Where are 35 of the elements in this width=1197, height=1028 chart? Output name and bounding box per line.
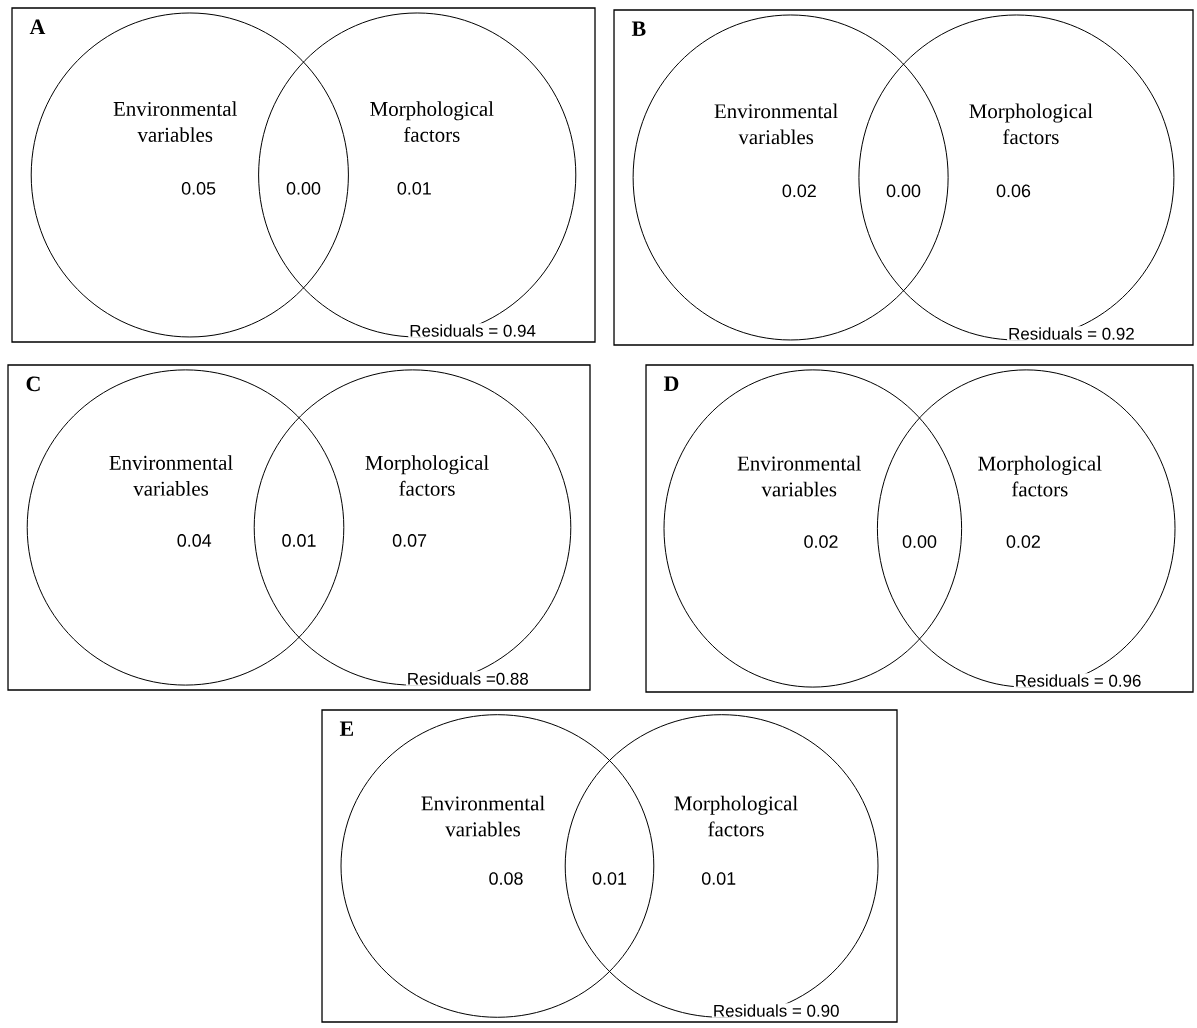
text: A <box>29 19 46 34</box>
data-label: 0.07 <box>392 534 427 547</box>
text: Residuals = 0.96 <box>1016 674 1141 687</box>
data-label: 0.01 <box>701 872 736 885</box>
category-label: Environmental variables <box>113 101 237 142</box>
category-label: Morphological factors <box>978 455 1102 497</box>
category-label: Environmental variables <box>421 795 545 837</box>
data-label: 0.05 <box>181 182 216 195</box>
text: B <box>631 21 646 36</box>
data-label: 0.02 <box>782 184 816 198</box>
text: Residuals = 0.94 <box>410 324 536 337</box>
category-label: Morphological factors <box>365 455 489 496</box>
data-label: 0.04 <box>177 534 212 547</box>
data-label: 0.06 <box>996 184 1031 198</box>
text: D <box>663 376 679 391</box>
data-label: 0.00 <box>886 184 921 198</box>
data-label: 0.01 <box>592 872 627 885</box>
data-label: 0.02 <box>804 535 838 548</box>
text: Residuals =0.88 <box>408 672 528 685</box>
text: E <box>339 721 354 736</box>
text: C <box>26 376 40 392</box>
data-label: 0.02 <box>1006 535 1040 548</box>
category-label: Morphological factors <box>969 103 1093 145</box>
category-label: Morphological factors <box>370 101 494 142</box>
text: Residuals = 0.92 <box>1009 327 1134 340</box>
category-label: Morphological factors <box>674 795 798 837</box>
category-label: Environmental variables <box>737 455 861 497</box>
category-label: Environmental variables <box>109 455 233 496</box>
data-label: 0.00 <box>286 182 321 195</box>
text: Residuals = 0.90 <box>714 1004 839 1017</box>
data-label: 0.01 <box>397 182 431 195</box>
data-label: 0.00 <box>902 535 937 548</box>
data-label: 0.01 <box>282 534 316 547</box>
data-label: 0.08 <box>489 872 523 885</box>
category-label: Environmental variables <box>714 103 838 145</box>
